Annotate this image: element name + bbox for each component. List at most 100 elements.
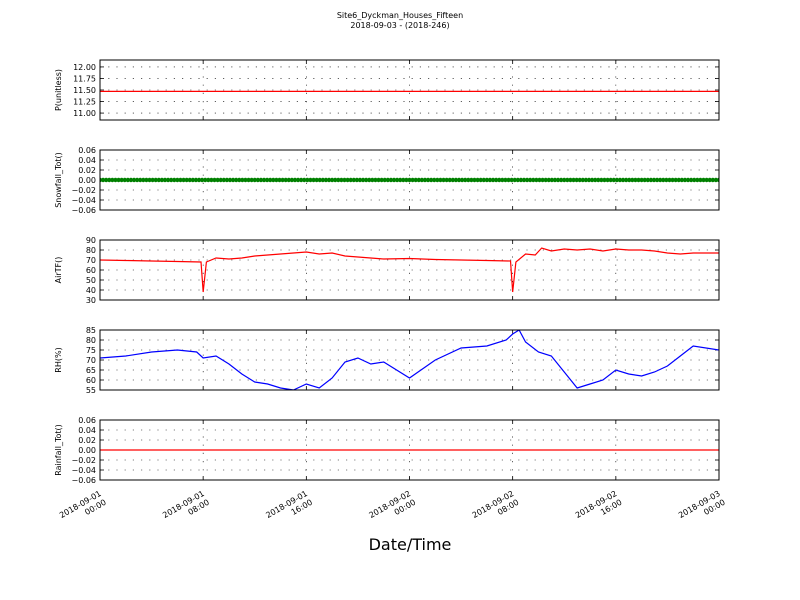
series-point [583,177,589,183]
series-point [305,177,310,183]
series-point [193,177,199,183]
axes-frame [99,239,720,301]
series-point [249,177,254,183]
series-point [484,177,490,183]
series-point [141,177,146,183]
series-point [345,177,350,183]
series-point [428,177,434,183]
series-point [574,177,579,183]
axes-frame [99,59,720,121]
y-tick-label: 70 [86,256,96,265]
series-point [688,177,694,183]
series-point [218,177,223,183]
series-point [252,177,257,183]
series-point [704,177,709,183]
series-point [695,177,700,183]
series-point [540,177,545,183]
series-point [639,177,644,183]
axes-frame [99,419,720,481]
series-point [196,177,202,183]
series-point [221,177,226,183]
series-point [379,177,384,183]
series-point [212,177,217,183]
series-point [311,177,316,183]
y-tick-label: −0.02 [71,186,96,195]
series-point [701,177,706,183]
series-point [314,177,319,183]
series-point [258,177,264,183]
series-point [518,177,524,183]
series-point [506,177,511,183]
series-point [243,177,248,183]
series-point [292,177,298,183]
series-point [667,177,672,183]
series-point [528,177,533,183]
y-tick-label: −0.04 [71,196,96,205]
series-point [122,177,127,183]
series-point [342,177,347,183]
series-point [227,177,233,183]
series-point [144,177,149,183]
series-point [116,177,121,183]
series-point [271,177,276,183]
series-point [543,177,548,183]
series-point [633,177,638,183]
series-point [190,177,196,183]
y-tick-label: 30 [86,296,96,305]
series-point [277,177,282,183]
series-point [351,177,356,183]
series-point [599,177,604,183]
y-tick-label: 80 [86,246,96,255]
figure-title: Site6_Dyckman_Houses_Fifteen [337,11,463,20]
y-tick-label: 75 [86,346,96,355]
series-point [268,177,273,183]
series-point [651,177,657,183]
series-point [113,177,118,183]
series-point [562,177,567,183]
series-point [360,177,366,183]
y-axis-label: Snowfall_Tot() [54,152,63,208]
series-point [165,177,171,183]
series-point [199,177,205,183]
series-point [295,177,301,183]
series-point [261,177,267,183]
series-point [224,177,230,183]
subplot-stack: 11.00 11.25 11.50 11.75 12.00 P(unitless) −0.0… [54,59,720,485]
y-tick-label: 0.02 [78,436,96,445]
y-tick-label: 11.25 [73,98,96,107]
y-tick-label: 11.50 [73,86,96,95]
series-point [354,177,360,183]
series-point [459,177,465,183]
series-point [162,177,168,183]
series-point [134,177,140,183]
series-point [654,177,660,183]
series-point [648,177,654,183]
series-point [184,177,189,183]
series-point [357,177,363,183]
y-tick-label: 90 [86,236,96,245]
series-point [713,177,719,183]
series-point [317,177,322,183]
y-tick-label: 0.04 [78,426,96,435]
series-point [716,177,719,183]
series-point [478,177,483,183]
series-point [565,177,570,183]
series-point [515,177,521,183]
series-point [388,177,394,183]
series-point [215,177,220,183]
series-point [614,177,620,183]
series-point [103,177,109,183]
series-point [367,177,372,183]
y-tick-label: 40 [86,286,96,295]
series-line [100,330,719,390]
series-point [500,177,505,183]
y-axis-label: Rainfall_Tot() [54,424,63,476]
series-point [156,177,162,183]
axes-frame [99,149,720,211]
series-point [580,177,586,183]
series-point [298,177,304,183]
axes-frame [99,329,720,391]
